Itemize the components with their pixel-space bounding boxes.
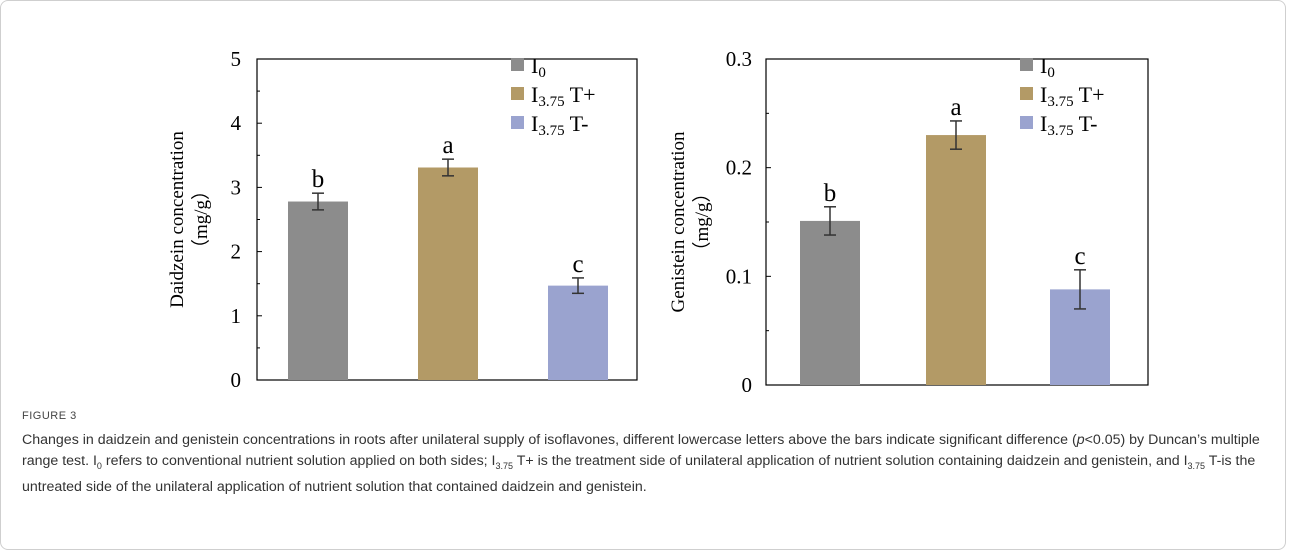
genistein-legend-swatch-3 bbox=[1020, 116, 1033, 129]
genistein-bar-1 bbox=[800, 220, 860, 385]
figure-label: FIGURE 3 bbox=[22, 410, 77, 422]
genistein-ylabel-unit: （mg/g） bbox=[691, 183, 713, 260]
daidzein-legend-swatch-2 bbox=[511, 87, 524, 100]
daidzein-legend-label-3: I3.75 T- bbox=[531, 111, 588, 139]
daidzein-ytick-label: 0 bbox=[231, 368, 242, 392]
genistein-ylabel: Genistein concentration bbox=[668, 131, 689, 312]
daidzein-legend-label-2: I3.75 T+ bbox=[531, 82, 596, 110]
daidzein-ylabel: Daidzein concentration bbox=[167, 131, 188, 308]
daidzein-ytick-label: 5 bbox=[231, 47, 242, 71]
legend-label-subscript: 0 bbox=[538, 65, 546, 81]
daidzein-significance-letter-2: a bbox=[442, 132, 453, 159]
genistein-legend-label-1: I0 bbox=[1040, 53, 1055, 81]
figure-caption: FIGURE 3 Changes in daidzein and geniste… bbox=[22, 410, 1262, 498]
legend-label-suffix: T- bbox=[1074, 111, 1098, 136]
genistein-legend-label-3: I3.75 T- bbox=[1040, 111, 1097, 139]
caption-text: Changes in daidzein and genistein concen… bbox=[22, 430, 1262, 498]
genistein-legend-label-2: I3.75 T+ bbox=[1040, 82, 1105, 110]
genistein-legend-swatch-2 bbox=[1020, 87, 1033, 100]
daidzein-ytick-label: 2 bbox=[231, 240, 242, 264]
legend-label-subscript: 3.75 bbox=[1047, 94, 1073, 110]
legend-label-base: I bbox=[531, 111, 538, 136]
genistein-ytick-label: 0.1 bbox=[726, 264, 752, 288]
genistein-ytick-label: 0 bbox=[742, 373, 753, 397]
genistein-chart: 0 0.1 0.2 0.3 Genistein concentration （mg/g） b… bbox=[668, 47, 1149, 397]
daidzein-ytick-label: 1 bbox=[231, 304, 242, 328]
daidzein-legend-swatch-3 bbox=[511, 116, 524, 129]
legend-label-subscript: 3.75 bbox=[538, 94, 564, 110]
caption-part: Changes in daidzein and genistein concen… bbox=[22, 432, 1077, 448]
genistein-bar-2 bbox=[926, 135, 986, 385]
caption-part: T+ is the treatment side of unilateral a… bbox=[513, 453, 1188, 469]
legend-label-subscript: 3.75 bbox=[1047, 123, 1073, 139]
daidzein-bar-3 bbox=[548, 285, 608, 380]
daidzein-ylabel-unit: （mg/g） bbox=[190, 181, 212, 258]
genistein-significance-letter-2: a bbox=[950, 94, 961, 121]
legend-label-base: I bbox=[1040, 53, 1047, 78]
legend-label-base: I bbox=[1040, 111, 1047, 136]
legend-label-suffix: T+ bbox=[1074, 82, 1105, 107]
caption-subscript: 3.75 bbox=[1187, 460, 1206, 471]
legend-label-suffix: T+ bbox=[565, 82, 596, 107]
legend-label-base: I bbox=[531, 53, 538, 78]
genistein-legend-swatch-1 bbox=[1020, 58, 1033, 71]
legend-label-subscript: 0 bbox=[1047, 65, 1055, 81]
genistein-ytick-label: 0.2 bbox=[726, 156, 752, 180]
daidzein-legend-swatch-1 bbox=[511, 58, 524, 71]
caption-subscript: 3.75 bbox=[495, 460, 514, 471]
legend-label-subscript: 3.75 bbox=[538, 123, 564, 139]
legend-label-base: I bbox=[531, 82, 538, 107]
daidzein-bar-1 bbox=[288, 201, 348, 380]
caption-part: <0.05) by Duncan’s multiple range test. … bbox=[22, 432, 1260, 469]
genistein-significance-letter-1: b bbox=[824, 180, 837, 207]
genistein-significance-letter-3: c bbox=[1074, 243, 1085, 270]
daidzein-bar-2 bbox=[418, 167, 478, 380]
caption-p-italic: p bbox=[1076, 432, 1085, 448]
caption-subscript: 0 bbox=[96, 460, 102, 471]
legend-label-suffix: T- bbox=[565, 111, 589, 136]
daidzein-significance-letter-1: b bbox=[312, 166, 325, 193]
daidzein-ytick-label: 3 bbox=[231, 175, 242, 199]
caption-part: T-is the untreated side of the unilatera… bbox=[22, 453, 1256, 495]
caption-part: refers to conventional nutrient solution… bbox=[101, 453, 496, 469]
daidzein-legend-label-1: I0 bbox=[531, 53, 546, 81]
daidzein-significance-letter-3: c bbox=[572, 251, 583, 278]
daidzein-ytick-label: 4 bbox=[231, 111, 242, 135]
legend-label-base: I bbox=[1040, 82, 1047, 107]
genistein-ytick-label: 0.3 bbox=[726, 47, 752, 71]
